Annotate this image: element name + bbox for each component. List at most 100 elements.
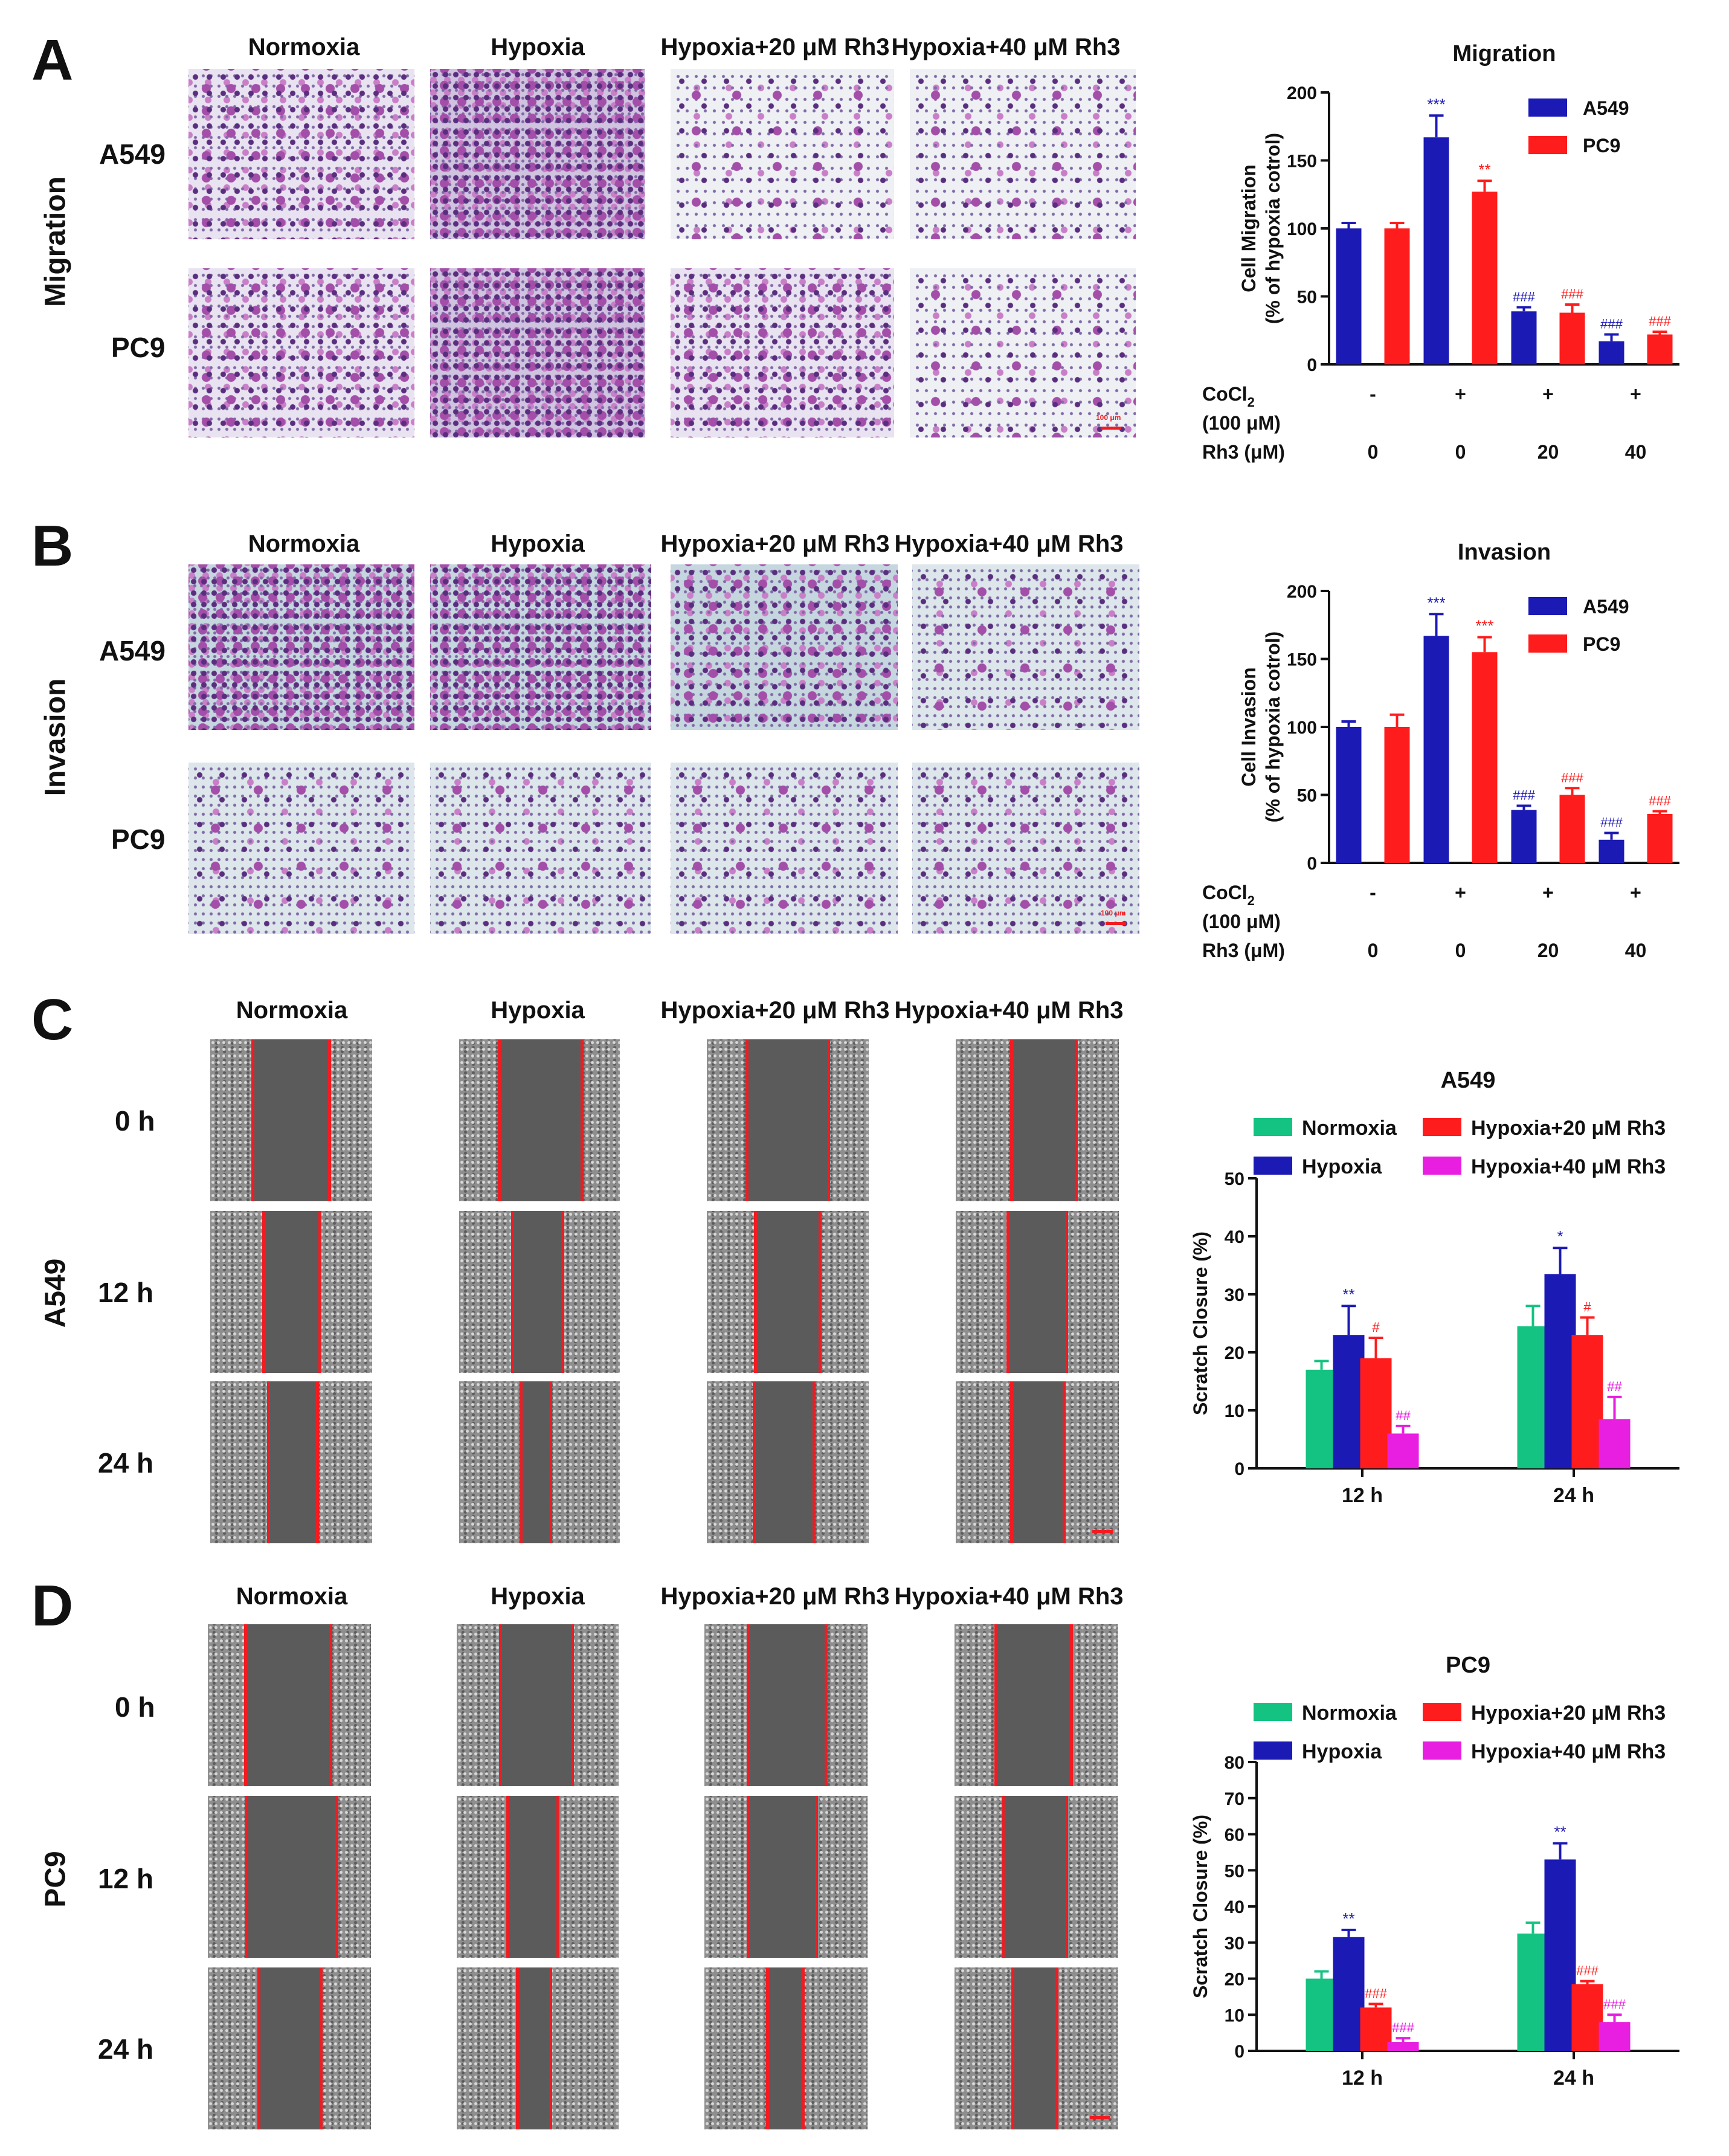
y-tick-label: 50	[1297, 288, 1317, 308]
scratch-image	[459, 1039, 620, 1201]
bar	[1472, 192, 1498, 364]
condition-label-text: (100 μM)	[1202, 911, 1281, 932]
row-label-pc9: PC9	[111, 332, 166, 363]
scratch-image	[457, 1624, 619, 1786]
chart-title: Invasion	[1458, 540, 1551, 565]
micrograph	[671, 69, 894, 239]
y-tick-label: 200	[1287, 582, 1317, 602]
condition-value: 0	[1455, 940, 1466, 961]
significance-label: ***	[1427, 95, 1445, 113]
x-tick-label: 12 h	[1342, 1484, 1383, 1507]
condition-value: +	[1455, 882, 1466, 903]
micrograph	[188, 763, 414, 934]
bar	[1559, 795, 1585, 863]
legend-swatch	[1528, 634, 1567, 653]
scratch-image	[208, 1624, 371, 1786]
bar	[1599, 1419, 1631, 1468]
micrograph	[430, 268, 645, 437]
y-tick-label: 10	[1225, 1401, 1244, 1421]
bar	[1306, 1978, 1338, 2051]
y-axis-label: Cell Invasion	[1238, 667, 1260, 786]
bar	[1333, 1335, 1365, 1468]
y-tick-label: 100	[1287, 219, 1317, 239]
bar	[1511, 311, 1537, 364]
bar	[1384, 228, 1410, 364]
y-tick-label: 70	[1225, 1789, 1244, 1809]
bar	[1544, 1859, 1576, 2051]
significance-label: ###	[1392, 2020, 1414, 2035]
condition-value: 40	[1625, 940, 1647, 961]
col-head-hypoxia: Hypoxia	[491, 997, 585, 1024]
significance-label: *	[1557, 1227, 1563, 1245]
significance-label: ###	[1600, 815, 1623, 830]
y-tick-label: 30	[1225, 1285, 1244, 1305]
bar	[1333, 1937, 1365, 2051]
side-label-invasion: Invasion	[39, 678, 72, 796]
x-tick-label: 24 h	[1553, 2067, 1594, 2090]
bar	[1360, 1358, 1392, 1468]
y-tick-label: 100	[1287, 718, 1317, 738]
condition-label-text: CoCl	[1202, 882, 1248, 903]
legend-swatch	[1254, 1703, 1292, 1721]
legend-swatch	[1528, 597, 1567, 615]
legend-swatch	[1254, 1118, 1292, 1136]
scratch-image	[459, 1211, 620, 1373]
bar	[1571, 1984, 1603, 2051]
y-tick-label: 40	[1225, 1227, 1244, 1247]
significance-label: ###	[1600, 317, 1623, 332]
bar	[1423, 137, 1449, 364]
legend-label: PC9	[1583, 633, 1620, 655]
significance-label: ###	[1576, 1963, 1599, 1978]
condition-value: 0	[1368, 441, 1379, 463]
significance-label: **	[1342, 1909, 1354, 1928]
y-tick-label: 40	[1225, 1897, 1244, 1917]
scratch-image	[956, 1211, 1119, 1373]
legend-label: Hypoxia	[1302, 1740, 1382, 1763]
bar	[1599, 839, 1624, 863]
micrograph	[430, 69, 645, 239]
bar	[1571, 1335, 1603, 1468]
row-label-12h: 12 h	[98, 1277, 154, 1308]
col-head-hypoxia: Hypoxia	[491, 1583, 585, 1610]
y-axis-label: Scratch Closure (%)	[1190, 1231, 1211, 1415]
panel-letter-c: C	[31, 987, 74, 1052]
significance-label: **	[1342, 1285, 1354, 1303]
scratch-image	[704, 1796, 868, 1958]
micrograph	[188, 564, 414, 730]
bar	[1647, 814, 1673, 863]
bar	[1384, 727, 1410, 863]
scale-bar-label: 100 μm	[1101, 909, 1126, 917]
col-head-hypoxia: Hypoxia	[491, 531, 585, 557]
condition-value: 20	[1537, 441, 1559, 463]
micrograph	[671, 268, 894, 437]
significance-label: ***	[1427, 593, 1445, 612]
y-axis-label: Scratch Closure (%)	[1190, 1815, 1211, 1998]
bar	[1517, 1326, 1549, 1468]
condition-label-subscript: 2	[1248, 893, 1255, 908]
chart-title: Migration	[1453, 41, 1556, 66]
condition-value: +	[1542, 882, 1554, 903]
significance-label: ###	[1561, 286, 1583, 302]
col-head-rh3-40: Hypoxia+40 μM Rh3	[891, 34, 1121, 60]
x-tick-label: 12 h	[1342, 2067, 1383, 2090]
significance-label: ###	[1649, 314, 1671, 329]
bar	[1423, 636, 1449, 863]
scratch-image	[956, 1381, 1119, 1543]
legend-swatch	[1423, 1118, 1461, 1136]
micrograph	[912, 564, 1139, 730]
scale-bar	[1090, 2116, 1110, 2119]
row-label-pc9: PC9	[111, 824, 166, 855]
y-tick-label: 50	[1225, 1169, 1244, 1189]
y-tick-label: 80	[1225, 1753, 1244, 1773]
bar	[1472, 652, 1498, 863]
scratch-image	[955, 1967, 1118, 2129]
x-tick-label: 24 h	[1553, 1484, 1594, 1507]
condition-label: (100 μM)	[1202, 412, 1281, 434]
scratch-image	[210, 1381, 372, 1543]
col-head-normoxia: Normoxia	[236, 997, 348, 1024]
row-label-24h: 24 h	[98, 2033, 154, 2065]
micrograph	[430, 763, 651, 934]
bar	[1336, 727, 1362, 863]
bar	[1511, 810, 1537, 863]
